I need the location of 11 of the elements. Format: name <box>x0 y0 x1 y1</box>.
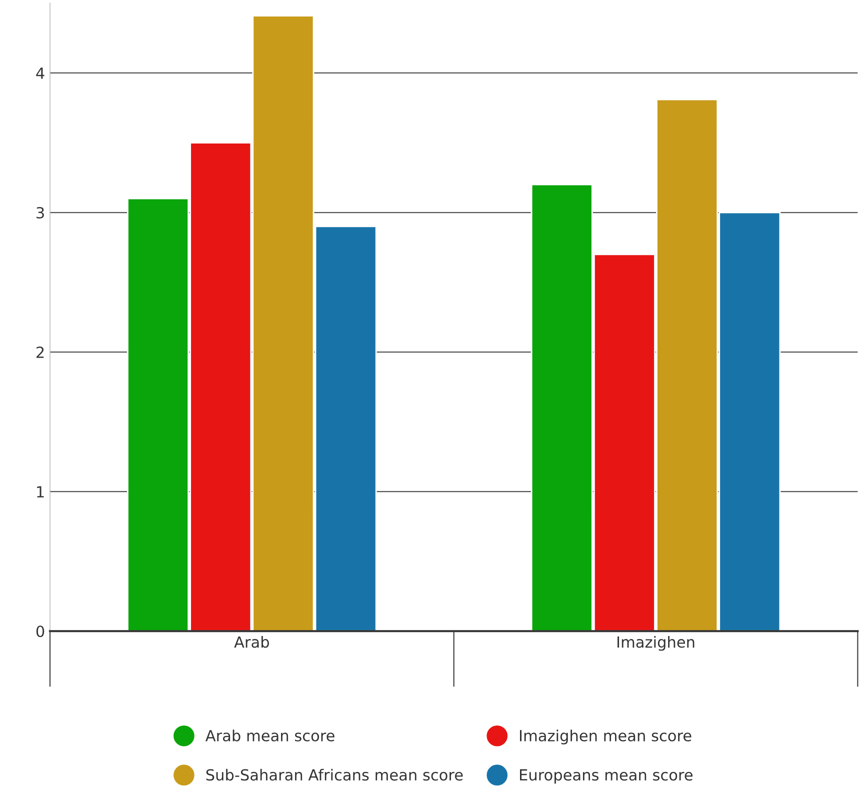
x-tick-label: Imazighen <box>618 636 694 651</box>
y-tick-label: 2 <box>36 346 44 358</box>
x-tick-label: Arab <box>234 636 269 648</box>
y-tick-label: 1 <box>37 486 44 498</box>
legend-label: Europeans mean score <box>520 769 693 784</box>
legend-label: Imazighen mean score <box>520 730 692 744</box>
y-tick-label: 4 <box>36 68 44 79</box>
y-tick-label: 3 <box>36 206 44 219</box>
legend-label: Arab mean score <box>205 730 334 742</box>
y-tick-label: 0 <box>36 626 44 638</box>
legend-label: Sub-Saharan Africans mean score <box>206 768 463 781</box>
